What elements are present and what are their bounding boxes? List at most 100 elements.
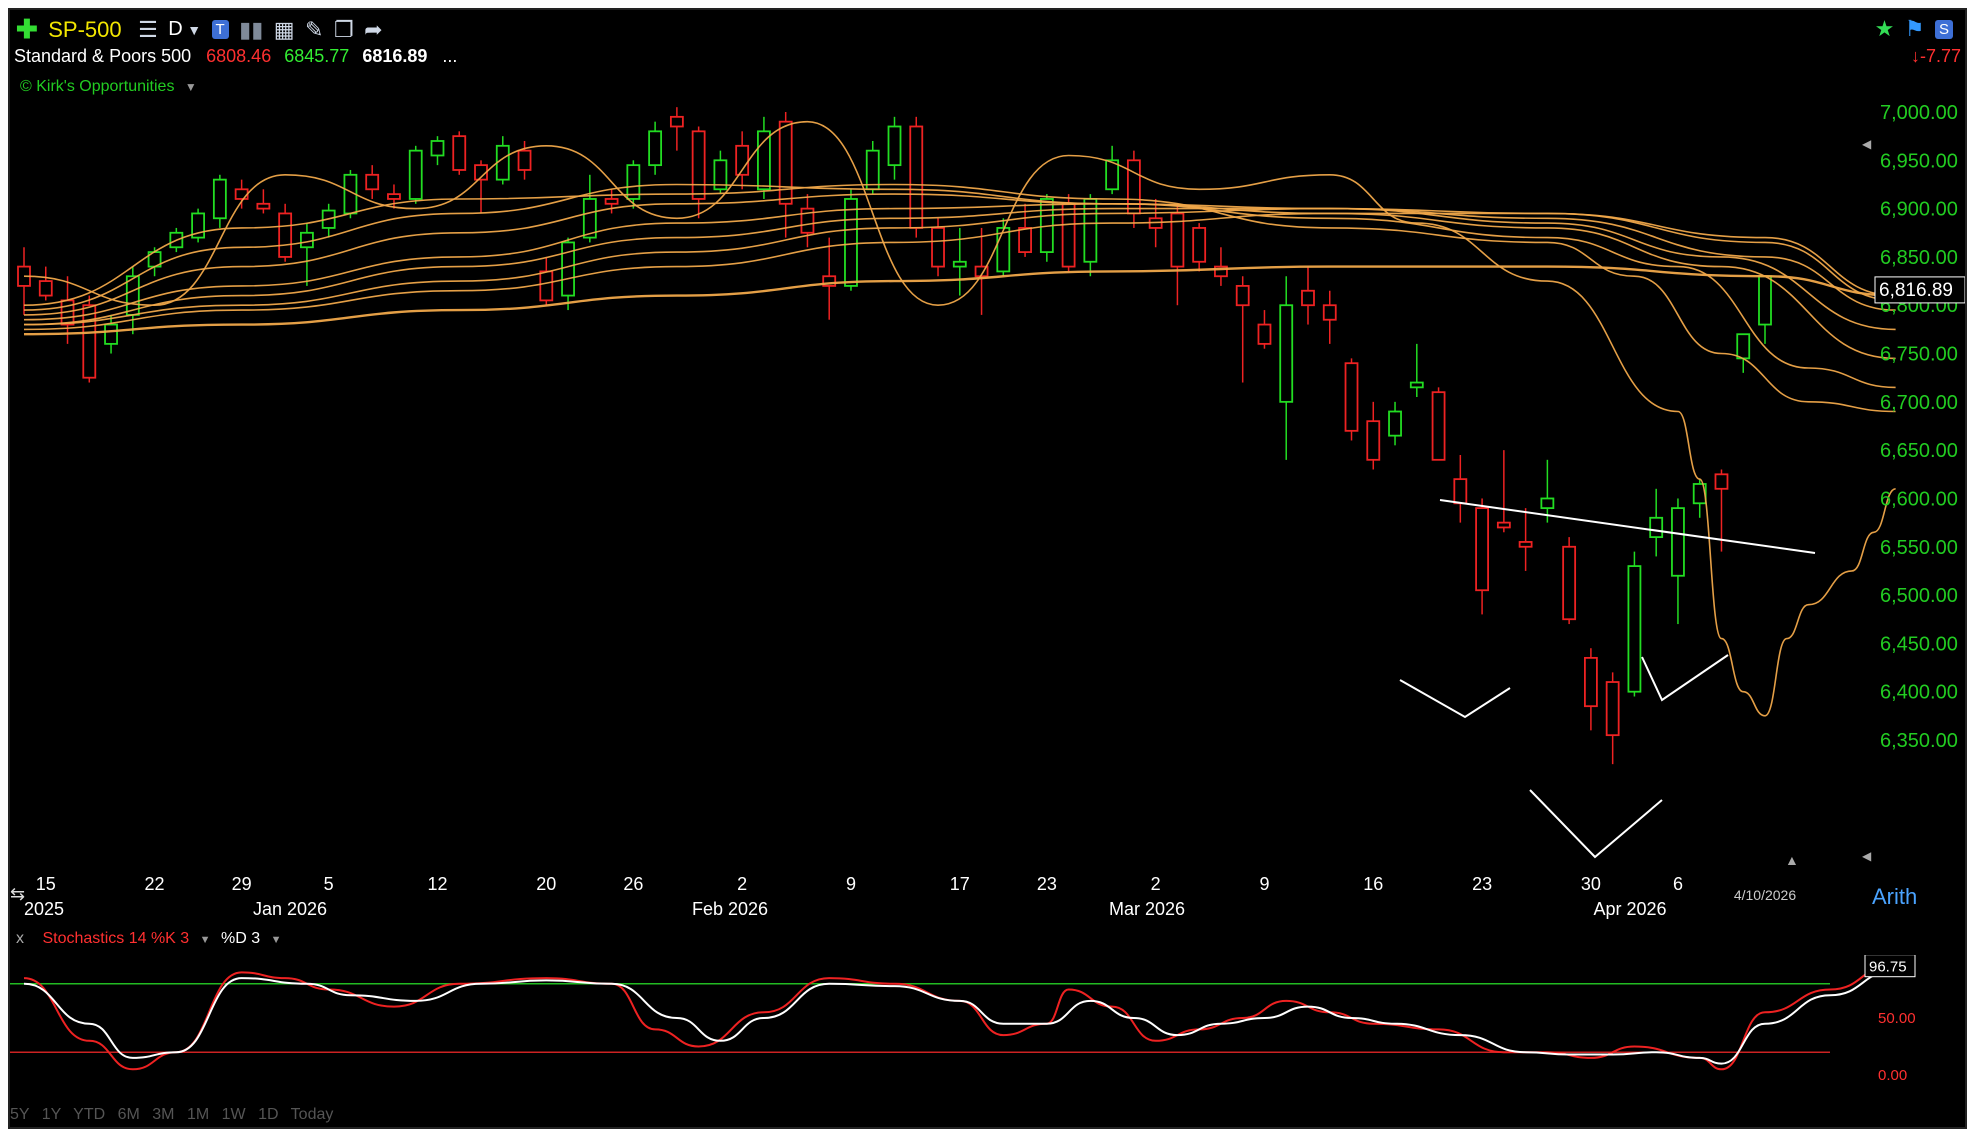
price-chart[interactable]: 7,000.006,950.006,900.006,850.006,800.00… [10, 100, 1965, 930]
star-icon[interactable]: ★ [1874, 16, 1895, 41]
s-dollar-icon[interactable]: S [1934, 19, 1953, 39]
candle-down [1605, 681, 1620, 737]
head-mark [1529, 789, 1663, 859]
quote-more[interactable]: ... [442, 46, 458, 66]
quote-bar: Standard & Poors 500 6808.46 6845.77 681… [14, 46, 457, 67]
price-tick-label: 6,600.00 [1880, 488, 1958, 510]
dropdown-arrow-icon[interactable]: ▼ [187, 21, 202, 38]
stoch-level-label: 0.00 [1878, 1067, 1907, 1084]
axis-arrow-icon: ◀ [1862, 849, 1872, 863]
last-date-label: 4/10/2026 [1734, 887, 1796, 903]
price-tick-label: 6,900.00 [1880, 199, 1958, 221]
resistance-trendline [1439, 499, 1816, 554]
date-tick-label: 23 [1037, 874, 1057, 894]
candle-down [1562, 545, 1577, 621]
candle-up [1105, 159, 1120, 191]
moving-average-50 [23, 207, 1896, 326]
last-price-label: 6,816.89 [1879, 280, 1953, 301]
right-shoulder-mark [1641, 654, 1729, 702]
candle-up [1627, 565, 1642, 693]
candle-down [387, 193, 401, 200]
stochastics-d-label[interactable]: %D 3 [221, 930, 261, 947]
candle-down [1322, 304, 1337, 321]
symbol-label[interactable]: SP-500 [48, 16, 122, 42]
candle-down [691, 130, 706, 200]
scroll-up-icon[interactable]: ▲ [1785, 852, 1799, 868]
moving-average-60 [23, 212, 1896, 331]
date-tick-label: 9 [846, 874, 856, 894]
price-tick-label: 6,700.00 [1880, 392, 1958, 414]
month-label: Jan 2026 [253, 899, 327, 919]
candle-up [887, 125, 902, 167]
candle-up [1540, 497, 1555, 510]
stochastics-label[interactable]: Stochastics 14 %K 3 [42, 930, 190, 947]
pan-arrows-icon[interactable]: ⇆ [10, 884, 25, 904]
pencil-icon[interactable]: ✎ [305, 16, 324, 42]
price-tick-label: 6,650.00 [1880, 440, 1958, 462]
chart-window: ✚ SP-500 ☰ D ▼ T ▮▮ ▦ ✎ ❐ ➦ ★ ⚑ S ↓-7.77… [8, 8, 1967, 1129]
watermark[interactable]: © Kirk's Opportunities ▼ [20, 78, 197, 96]
stochastics-chart[interactable]: 96.75 50.00 0.00 [10, 955, 1965, 1105]
candle-up [1409, 381, 1424, 389]
candle-down [800, 207, 815, 234]
candle-up [648, 130, 663, 167]
candle-down [1475, 507, 1489, 592]
candle-up [212, 178, 227, 220]
change-value: -7.77 [1919, 46, 1961, 66]
security-name: Standard & Poors 500 [14, 46, 192, 66]
candle-up [1388, 410, 1402, 437]
candle-up [582, 198, 597, 239]
plus-icon[interactable]: ✚ [16, 14, 38, 44]
candle-down [517, 149, 532, 171]
candle-down [1496, 521, 1511, 529]
candle-down [452, 135, 467, 171]
candle-down [604, 198, 619, 205]
bars-icon[interactable]: ▮▮ [239, 16, 264, 42]
watermark-text: © Kirk's Opportunities [20, 78, 175, 95]
moving-average-3 [23, 120, 1896, 717]
stochastics-k-dropdown-icon[interactable]: ▼ [199, 934, 211, 946]
candle-down [1192, 227, 1207, 263]
price-tick-label: 6,850.00 [1880, 247, 1958, 269]
price-tick-label: 6,350.00 [1880, 730, 1958, 752]
candle-down [1301, 289, 1315, 307]
price-tick-label: 6,450.00 [1880, 633, 1958, 655]
calculator-icon[interactable]: ▦ [273, 16, 295, 42]
quote-high: 6845.77 [284, 46, 350, 66]
list-icon[interactable]: ☰ [138, 16, 158, 42]
candle-down [1453, 478, 1468, 505]
candle-up [626, 164, 641, 200]
interval-label[interactable]: D [168, 18, 183, 40]
share-arrow-icon[interactable]: ➦ [364, 16, 383, 42]
candle-down [669, 115, 684, 128]
candle-down [1714, 473, 1729, 490]
t-icon[interactable]: T [211, 20, 229, 39]
price-tick-label: 6,950.00 [1880, 150, 1958, 172]
flag-icon[interactable]: ⚑ [1904, 16, 1925, 41]
layers-icon[interactable]: ❐ [333, 16, 354, 42]
candle-down [1344, 362, 1359, 432]
moving-average-40 [23, 207, 1896, 326]
last-price-badge [1874, 276, 1965, 304]
candle-down [822, 275, 837, 287]
watermark-dropdown-icon[interactable]: ▼ [184, 80, 197, 94]
candle-down [1518, 541, 1533, 548]
candle-down [778, 120, 793, 205]
candle-down [1214, 265, 1228, 278]
scale-mode-label[interactable]: Arith [1872, 884, 1917, 909]
date-tick-label: 16 [1363, 874, 1383, 894]
down-arrow-icon: ↓ [1910, 46, 1920, 66]
candle-up [104, 323, 118, 345]
price-tick-label: 7,000.00 [1880, 102, 1958, 124]
period-buttons[interactable]: 5Y 1Y YTD 6M 3M 1M 1W 1D Today [10, 1106, 333, 1124]
candle-up [996, 227, 1011, 273]
stochastics-d-dropdown-icon[interactable]: ▼ [270, 934, 282, 946]
candle-down [365, 173, 380, 191]
stochastic-k-line [23, 962, 1896, 1071]
stochastic-d-line [23, 969, 1896, 1065]
candle-down [1018, 227, 1032, 253]
stochastics-close-button[interactable]: x [16, 930, 24, 947]
period-buttons-text[interactable]: 5Y 1Y YTD 6M 3M 1M 1W 1D Today [10, 1106, 334, 1123]
candle-up [713, 159, 728, 191]
date-tick-label: 20 [536, 874, 556, 894]
